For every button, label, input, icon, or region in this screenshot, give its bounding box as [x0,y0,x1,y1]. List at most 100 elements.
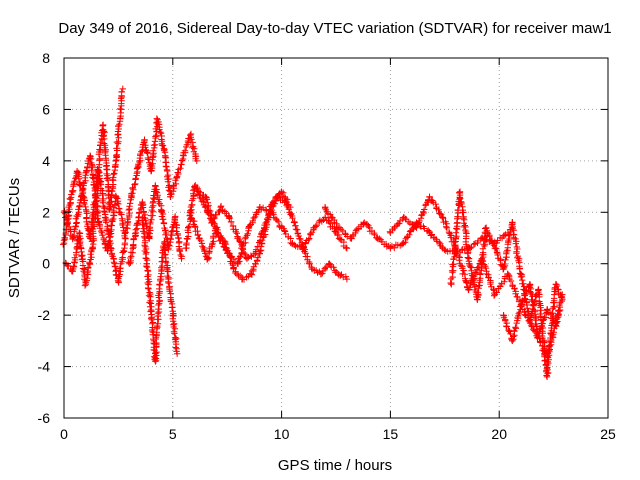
data-point [187,131,194,139]
data-point [426,229,433,237]
data-point [67,196,74,203]
data-point [165,275,172,283]
data-point [147,167,155,175]
data-point [156,281,163,288]
data-point [128,193,135,201]
data-point [530,327,538,334]
data-points [60,85,566,381]
data-point [465,286,472,293]
plot-frame [63,57,609,419]
data-point [126,260,133,267]
data-point [224,250,231,257]
data-point [526,281,533,288]
y-tick-label: 8 [42,50,50,66]
x-tick-label: 25 [600,426,616,442]
data-point [535,332,542,339]
data-point [265,214,272,221]
data-point [113,193,120,201]
y-tick-label: 0 [42,256,50,272]
data-point [102,214,109,221]
data-point [154,116,161,123]
data-point [448,281,455,288]
data-point [180,152,187,159]
data-point [282,198,290,206]
data-point [243,255,250,262]
data-point [200,198,207,206]
data-point [82,281,89,288]
data-point [500,265,507,273]
data-point [559,291,566,298]
series-track-l [447,188,566,381]
data-point [426,193,433,201]
x-tick-label: 5 [169,426,177,442]
data-point [400,214,407,221]
data-point [552,322,559,329]
series-track-b [60,152,129,255]
data-point [543,306,551,314]
series-markers [121,115,200,242]
data-point [69,234,76,242]
data-point [104,247,111,255]
x-tick-label: 15 [383,426,399,442]
data-point [343,245,351,252]
series-track-a [60,85,126,248]
data-point [413,224,420,231]
data-point [95,167,103,175]
data-point [317,270,324,278]
y-tick-label: 2 [42,204,50,220]
series-track-m [500,281,566,345]
data-point [482,224,490,231]
data-point [160,147,168,154]
data-point [234,234,242,242]
data-point [139,214,146,221]
data-point [517,270,525,278]
data-point [178,255,185,262]
data-point [134,162,142,170]
series-markers [447,189,566,379]
data-point [160,239,168,247]
data-point [73,167,81,175]
data-point [187,209,194,216]
data-point [195,234,203,242]
data-point [300,245,307,252]
data-point [535,286,542,293]
data-point [239,275,246,283]
data-point [509,219,516,226]
y-axis-label: SDTVAR / TECUs [6,178,23,298]
data-point [152,358,159,365]
data-point [256,203,264,211]
x-tick-label: 10 [274,426,290,442]
data-point [256,250,264,257]
series-track-d [121,115,200,242]
data-point [230,265,237,273]
data-point [141,137,148,144]
data-point [321,214,329,221]
data-point [278,224,285,231]
data-point [86,152,94,159]
data-point [202,193,209,201]
data-point [143,260,150,267]
data-point [400,239,407,247]
data-point [308,265,316,273]
data-point [152,183,159,190]
data-point [387,245,394,252]
data-point [76,229,83,237]
data-point [113,152,120,159]
x-axis-label: GPS time / hours [278,457,392,474]
data-point [517,301,525,309]
data-point [278,188,285,195]
data-point [267,209,274,216]
series-markers [191,183,350,267]
data-point [504,270,512,278]
data-point [543,373,551,381]
data-point [491,245,499,252]
series-track-i [191,183,351,267]
data-point [552,281,559,288]
series-track-h [186,193,351,283]
data-point [171,214,179,221]
data-point [204,255,211,262]
data-point [465,255,472,262]
grid-lines [64,58,608,418]
data-point [106,206,113,213]
